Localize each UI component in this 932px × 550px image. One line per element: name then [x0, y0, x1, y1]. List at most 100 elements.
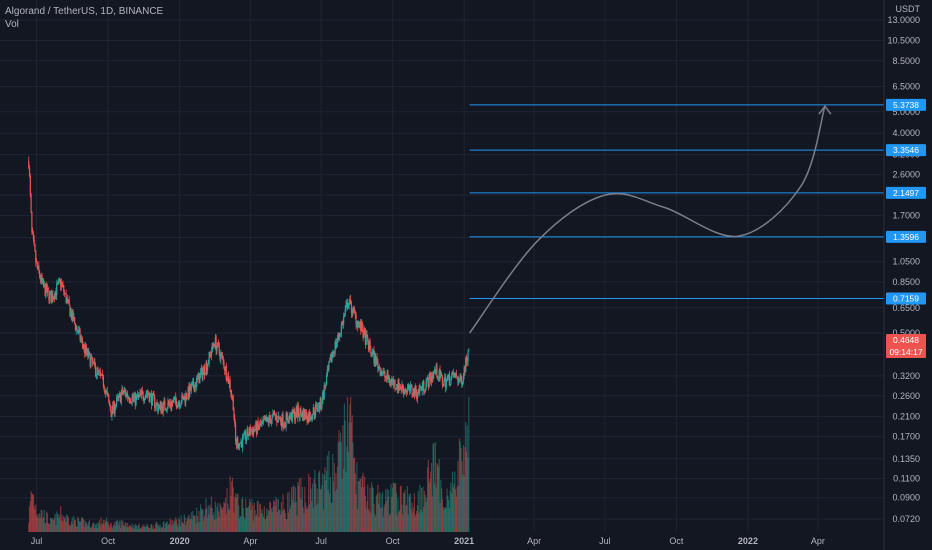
volume-bar [235, 498, 237, 532]
candle-body [457, 379, 459, 384]
volume-bar [34, 509, 36, 532]
volume-bar [172, 524, 174, 532]
candle-body [331, 354, 333, 362]
volume-bar [137, 525, 139, 532]
volume-bar [380, 493, 382, 532]
volume-bar [257, 501, 259, 532]
volume-bar [46, 511, 48, 532]
volume-bar [294, 487, 297, 532]
candle-body [306, 418, 308, 423]
volume-bar [147, 525, 149, 532]
candle-body [280, 417, 282, 423]
candle-body [177, 402, 179, 407]
candle-body [148, 395, 150, 402]
candle-body [430, 375, 433, 382]
volume-bar [33, 505, 35, 532]
volume-bar [53, 520, 55, 532]
candle-body [119, 393, 121, 395]
candle-body [420, 386, 422, 388]
volume-bar [330, 502, 332, 532]
candle-body [44, 284, 46, 296]
volume-bar [357, 481, 360, 532]
candle-body [468, 350, 470, 352]
candle-body [291, 409, 293, 421]
volume-bar [299, 498, 301, 532]
volume-bar [301, 486, 304, 532]
candle-body [304, 410, 306, 419]
candle-body [421, 386, 423, 391]
candle-body [91, 356, 93, 359]
candle-body [407, 387, 409, 389]
candle-body [378, 366, 381, 368]
candle-body [182, 396, 185, 401]
candle-body [81, 338, 83, 340]
candle-body [266, 416, 269, 420]
volume-bar [72, 523, 74, 532]
volume-bar [315, 483, 317, 532]
volume-bar [106, 521, 108, 532]
candle-body [140, 390, 143, 395]
volume-bar [463, 476, 465, 532]
candle-body [71, 311, 73, 320]
volume-bar [202, 509, 204, 532]
volume-bar [144, 526, 146, 532]
volume-bar [252, 520, 255, 532]
volume-bar [177, 526, 179, 532]
time-axis[interactable]: Jul Oct 2020 Apr Jul Oct 2021 Apr Jul Oct 2022 Apr [31, 536, 825, 546]
candle-body [75, 326, 77, 331]
candle-body [200, 367, 202, 373]
volume-bar [147, 527, 150, 532]
volume-bar [59, 516, 61, 532]
candle-body [309, 412, 311, 419]
volume-bar [172, 519, 174, 532]
candle-body [367, 337, 369, 342]
volume-bar [346, 397, 349, 532]
volume-bar [304, 502, 307, 532]
candle-body [288, 416, 290, 424]
volume-bar [362, 472, 364, 532]
candle-body [122, 388, 124, 393]
price-axis[interactable]: 13.0000 10.5000 8.5000 6.5000 5.0000 4.0000 3.… [883, 0, 932, 550]
symbol-title[interactable]: Algorand / TetherUS, 1D, BINANCE [5, 6, 164, 17]
price-tick-label: 0.1100 [893, 473, 920, 483]
price-tick-label: 0.1350 [892, 454, 920, 464]
volume-bar [326, 455, 328, 532]
candle-body [47, 287, 49, 291]
candle-body [63, 292, 66, 294]
candle-body [82, 344, 84, 348]
volume-bar [458, 485, 460, 532]
volume-bar [138, 523, 140, 532]
volume-bar [123, 525, 125, 532]
volume-bar [434, 442, 436, 532]
volume-bar [109, 523, 112, 532]
volume-bar [30, 491, 32, 532]
candle-body [448, 374, 450, 377]
candle-body [136, 394, 138, 397]
candle-body [133, 393, 136, 397]
candle-body [376, 357, 378, 362]
volume-bar [49, 517, 52, 532]
candle-body [357, 322, 360, 328]
volume-bar [88, 522, 90, 532]
volume-indicator-label[interactable]: Vol [5, 19, 19, 30]
candle-body [244, 431, 246, 433]
candle-body [252, 430, 254, 435]
volume-bar [414, 516, 416, 532]
volume-bar [402, 514, 404, 532]
candle-body [304, 412, 307, 419]
volume-bar [465, 452, 468, 532]
candle-body [80, 338, 82, 340]
candle-body [185, 393, 188, 399]
candle-body [222, 356, 224, 361]
candle-body [41, 275, 43, 282]
volume-bar [220, 505, 222, 532]
candle-body [389, 382, 391, 384]
volume-bar [189, 518, 192, 532]
volume-bar [455, 489, 457, 532]
volume-bar [81, 517, 84, 532]
candle-body [170, 405, 172, 407]
volume-bar [419, 484, 421, 532]
candle-body [287, 421, 290, 424]
candle-body [366, 334, 368, 338]
